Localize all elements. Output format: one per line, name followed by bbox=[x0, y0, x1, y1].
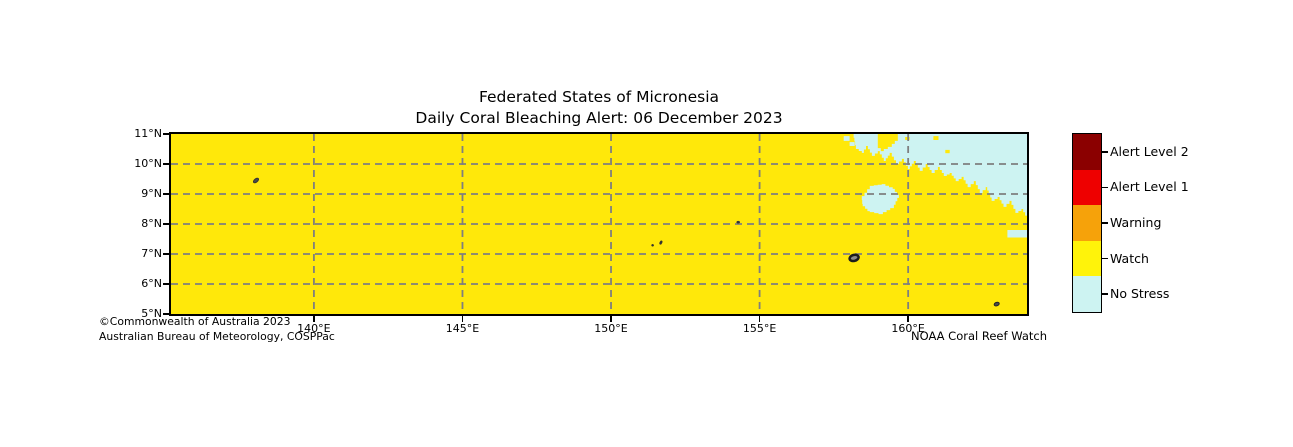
y-tick bbox=[163, 163, 169, 165]
y-tick bbox=[163, 223, 169, 225]
x-tick-label: 160°E bbox=[891, 322, 925, 335]
chart-title-line1: Federated States of Micronesia bbox=[478, 88, 720, 106]
y-tick-label: 5°N bbox=[141, 307, 162, 320]
y-tick-label: 10°N bbox=[134, 157, 162, 170]
island-marker bbox=[651, 244, 654, 247]
y-tick bbox=[163, 283, 169, 285]
no-stress-region bbox=[852, 134, 1027, 219]
legend-swatch bbox=[1073, 169, 1101, 206]
copyright-note: ©Commonwealth of Australia 2023 Australi… bbox=[99, 315, 335, 344]
y-tick-label: 11°N bbox=[134, 127, 162, 140]
legend-swatch bbox=[1073, 240, 1101, 277]
no-stress-patch bbox=[861, 184, 899, 215]
watch-patch bbox=[877, 134, 898, 152]
legend-tick bbox=[1102, 257, 1108, 260]
x-tick bbox=[610, 316, 612, 322]
y-tick bbox=[163, 313, 169, 315]
legend-label: No Stress bbox=[1110, 286, 1170, 302]
x-tick bbox=[313, 316, 315, 322]
x-tick-label: 150°E bbox=[594, 322, 628, 335]
legend-tick bbox=[1102, 151, 1108, 153]
map-plot-area bbox=[169, 132, 1029, 316]
y-tick bbox=[163, 133, 169, 135]
legend-tick bbox=[1102, 293, 1108, 295]
legend-label: Alert Level 2 bbox=[1110, 143, 1189, 159]
bleaching-alert-map bbox=[171, 134, 1027, 314]
no-stress-patch bbox=[843, 136, 850, 141]
legend-label: Watch bbox=[1110, 250, 1149, 266]
watch-patch bbox=[945, 149, 950, 154]
island-marker bbox=[659, 240, 663, 245]
legend-label: Warning bbox=[1110, 215, 1162, 230]
y-tick bbox=[163, 253, 169, 255]
legend-tick bbox=[1102, 186, 1108, 189]
y-tick-label: 9°N bbox=[141, 187, 162, 200]
copyright-line2: Australian Bureau of Meteorology, COSPPa… bbox=[99, 329, 335, 343]
legend-swatch bbox=[1073, 134, 1101, 170]
island-marker bbox=[848, 253, 860, 263]
legend-label: Alert Level 1 bbox=[1110, 179, 1189, 195]
chart-title: Federated States of Micronesia Daily Cor… bbox=[171, 87, 1027, 129]
x-tick bbox=[758, 316, 761, 322]
watch-patch bbox=[933, 136, 939, 140]
legend-tick bbox=[1102, 222, 1108, 224]
no-stress-patch bbox=[1007, 230, 1027, 238]
credit-note: NOAA Coral Reef Watch bbox=[911, 329, 1047, 343]
no-stress-patch bbox=[849, 142, 855, 146]
legend-colorbar bbox=[1072, 133, 1102, 313]
chart-title-line2: Daily Coral Bleaching Alert: 06 December… bbox=[415, 109, 783, 127]
x-tick bbox=[461, 316, 464, 322]
y-tick-label: 8°N bbox=[141, 217, 162, 230]
x-tick-label: 140°E bbox=[297, 322, 331, 335]
legend-swatch bbox=[1073, 276, 1101, 312]
y-tick bbox=[163, 193, 169, 195]
y-tick-label: 6°N bbox=[141, 277, 162, 290]
y-tick-label: 7°N bbox=[141, 247, 162, 260]
island-marker bbox=[252, 177, 260, 184]
island-marker bbox=[736, 220, 741, 224]
x-tick-label: 155°E bbox=[742, 322, 777, 335]
x-tick-label: 145°E bbox=[445, 322, 480, 335]
copyright-line1: ©Commonwealth of Australia 2023 bbox=[99, 315, 291, 328]
legend-swatch bbox=[1073, 205, 1101, 241]
island-marker bbox=[993, 301, 1000, 307]
x-tick bbox=[907, 316, 909, 322]
